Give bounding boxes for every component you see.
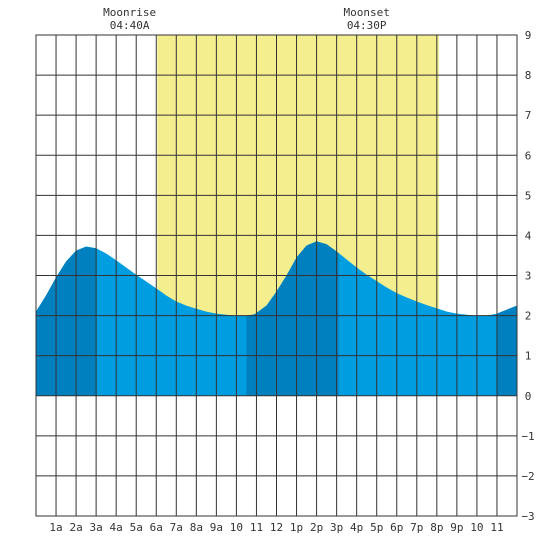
- tide-dark-segments: [36, 241, 517, 396]
- y-tick-label: 6: [525, 149, 532, 162]
- annotation-label: Moonrise: [103, 6, 156, 19]
- x-tick-label: 1a: [49, 521, 62, 534]
- y-tick-label: 4: [525, 229, 532, 242]
- x-tick-label: 11: [490, 521, 503, 534]
- x-tick-label: 4p: [350, 521, 363, 534]
- x-tick-label: 7a: [170, 521, 183, 534]
- y-tick-label: 7: [525, 109, 532, 122]
- x-tick-label: 3a: [90, 521, 103, 534]
- y-tick-label: 1: [525, 350, 532, 363]
- annotation-time: 04:40A: [110, 19, 150, 32]
- x-tick-label: 12: [270, 521, 283, 534]
- x-tick-label: 8a: [190, 521, 203, 534]
- y-tick-label: 5: [525, 189, 532, 202]
- x-tick-label: 7p: [410, 521, 423, 534]
- x-tick-label: 8p: [430, 521, 443, 534]
- y-tick-label: 2: [525, 310, 532, 323]
- x-tick-label: 2p: [310, 521, 323, 534]
- x-tick-label: 9a: [210, 521, 223, 534]
- x-tick-label: 2a: [69, 521, 82, 534]
- y-tick-label: −1: [521, 430, 534, 443]
- tide-dark-segment: [496, 305, 517, 396]
- x-tick-label: 1p: [290, 521, 303, 534]
- plot-frame: [35, 34, 518, 517]
- x-tick-labels: 1a 2a 3a 4a 5a 6a 7a 8a 9a 10 11 12 1p 2p 3p 4p 5p 6p 7p 8p…: [49, 521, 503, 534]
- x-tick-label: 9p: [450, 521, 463, 534]
- x-tick-label: 5a: [130, 521, 143, 534]
- y-tick-label: 3: [525, 270, 532, 283]
- annotation-label: Moonset: [344, 6, 390, 19]
- y-tick-label: 9: [525, 29, 532, 42]
- y-tick-label: 0: [525, 390, 532, 403]
- y-tick-label: 8: [525, 69, 532, 82]
- y-tick-label: −3: [521, 510, 534, 523]
- x-tick-label: 6p: [390, 521, 403, 534]
- x-tick-label: 6a: [150, 521, 163, 534]
- y-tick-label: −2: [521, 470, 534, 483]
- x-tick-label: 10: [230, 521, 243, 534]
- x-tick-label: 11: [250, 521, 263, 534]
- tide-dark-segment: [246, 241, 339, 396]
- y-tick-labels: 9 8 7 6 5 4 3 2 1 0 −1 −2 −3: [521, 29, 534, 523]
- x-tick-label: 10: [470, 521, 483, 534]
- grid-lines: [36, 35, 517, 516]
- tide-dark-segment: [36, 246, 97, 396]
- x-tick-label: 4a: [110, 521, 123, 534]
- x-tick-label: 5p: [370, 521, 383, 534]
- x-tick-label: 3p: [330, 521, 343, 534]
- annotation-time: 04:30P: [347, 19, 387, 32]
